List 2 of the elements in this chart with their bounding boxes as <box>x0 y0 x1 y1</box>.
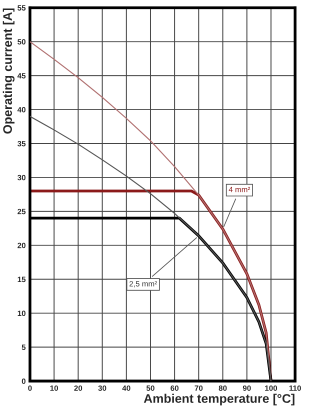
x-axis-title: Ambient temperature [°C] <box>144 394 294 406</box>
y-axis-title: Operating current [A] <box>2 8 15 134</box>
